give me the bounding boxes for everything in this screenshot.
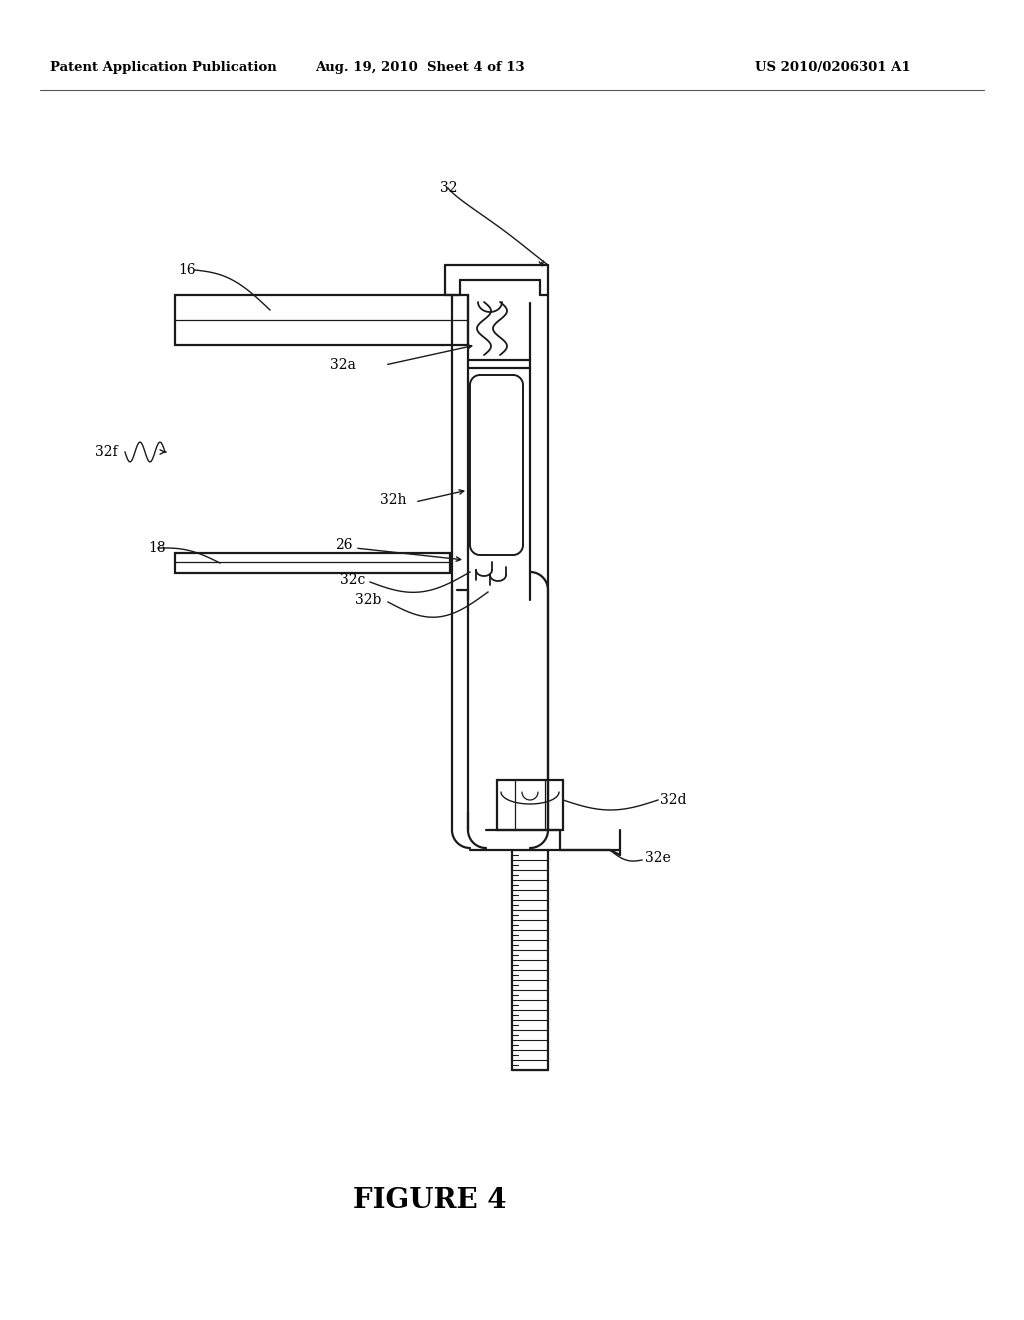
Text: 32e: 32e bbox=[645, 851, 671, 865]
Text: FIGURE 4: FIGURE 4 bbox=[353, 1187, 507, 1213]
Text: 32b: 32b bbox=[355, 593, 381, 607]
FancyBboxPatch shape bbox=[175, 553, 450, 573]
Text: 26: 26 bbox=[335, 539, 352, 552]
FancyBboxPatch shape bbox=[175, 294, 468, 345]
Text: 18: 18 bbox=[148, 541, 166, 554]
Text: US 2010/0206301 A1: US 2010/0206301 A1 bbox=[755, 62, 910, 74]
Text: Patent Application Publication: Patent Application Publication bbox=[50, 62, 276, 74]
Text: 32f: 32f bbox=[95, 445, 118, 459]
Text: 32c: 32c bbox=[340, 573, 366, 587]
Text: 32: 32 bbox=[440, 181, 458, 195]
Text: 32d: 32d bbox=[660, 793, 686, 807]
Text: 32a: 32a bbox=[330, 358, 356, 372]
Text: 16: 16 bbox=[178, 263, 196, 277]
Text: 32h: 32h bbox=[380, 492, 407, 507]
Text: Aug. 19, 2010  Sheet 4 of 13: Aug. 19, 2010 Sheet 4 of 13 bbox=[315, 62, 525, 74]
FancyBboxPatch shape bbox=[497, 780, 563, 830]
